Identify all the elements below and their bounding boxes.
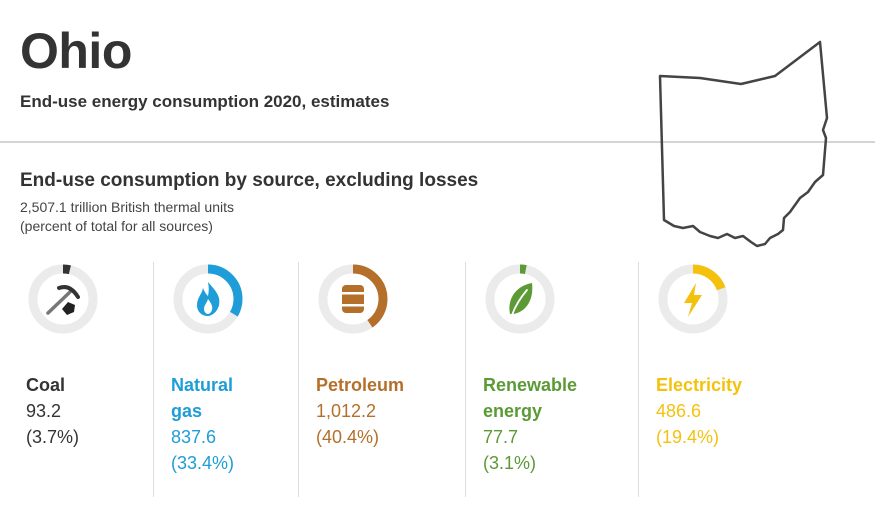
source-percent: (3.1%) (483, 453, 537, 473)
source-percent: (40.4%) (316, 427, 380, 447)
source-card-petroleum: Petroleum 1,012.2 (40.4%) (316, 262, 466, 497)
coal-donut (28, 264, 98, 334)
lightning-bolt-icon (684, 283, 702, 317)
source-label-line: Renewable (483, 375, 578, 395)
source-label-line: Natural (171, 375, 234, 395)
electricity-donut (658, 264, 728, 334)
section-title: End-use consumption by source, excluding… (20, 170, 479, 191)
leaf-icon (509, 283, 533, 316)
coal-share-arc (28, 264, 98, 334)
petroleum-donut (318, 264, 388, 334)
percent-note: (percent of total for all sources) (20, 218, 213, 234)
source-label: Coal (26, 375, 66, 395)
source-card-coal: Coal 93.2 (3.7%) (26, 262, 176, 497)
page-subtitle: End-use energy consumption 2020, estimat… (20, 92, 390, 111)
source-value: 77.7 (483, 427, 519, 447)
petroleum-share-arc (318, 264, 388, 334)
source-card-electricity: Electricity 486.6 (19.4%) (656, 262, 806, 497)
column-divider (298, 262, 299, 497)
ohio-state-outline (658, 40, 829, 248)
source-percent: (33.4%) (171, 453, 235, 473)
natural-gas-donut (173, 264, 243, 334)
source-value: 1,012.2 (316, 401, 377, 421)
renewable-share-arc (485, 264, 555, 334)
source-value: 486.6 (656, 401, 702, 421)
source-value: 93.2 (26, 401, 62, 421)
source-label: Natural gas (171, 372, 321, 424)
coal-pickaxe-icon (46, 285, 80, 315)
electricity-share-arc (658, 264, 728, 334)
oil-barrel-icon (342, 285, 364, 313)
source-card-natural-gas: Natural gas 837.6 (33.4%) (171, 262, 321, 497)
flame-icon (197, 282, 220, 316)
page-title: Ohio (20, 23, 132, 79)
source-label: Renewable energy (483, 372, 633, 424)
column-divider (465, 262, 466, 497)
column-divider (638, 262, 639, 497)
source-label-line: energy (483, 401, 543, 421)
header-divider (0, 141, 875, 143)
ohio-outline-path (658, 40, 829, 248)
source-label: Petroleum (316, 375, 405, 395)
source-value: 837.6 (171, 427, 217, 447)
source-percent: (3.7%) (26, 427, 80, 447)
total-consumption: 2,507.1 trillion British thermal units (20, 199, 234, 215)
source-label-line: gas (171, 401, 203, 421)
source-percent: (19.4%) (656, 427, 720, 447)
column-divider (153, 262, 154, 497)
renewable-donut (485, 264, 555, 334)
source-label: Electricity (656, 375, 743, 395)
natural-gas-share-arc (173, 264, 243, 334)
source-card-renewable-energy: Renewable energy 77.7 (3.1%) (483, 262, 633, 497)
